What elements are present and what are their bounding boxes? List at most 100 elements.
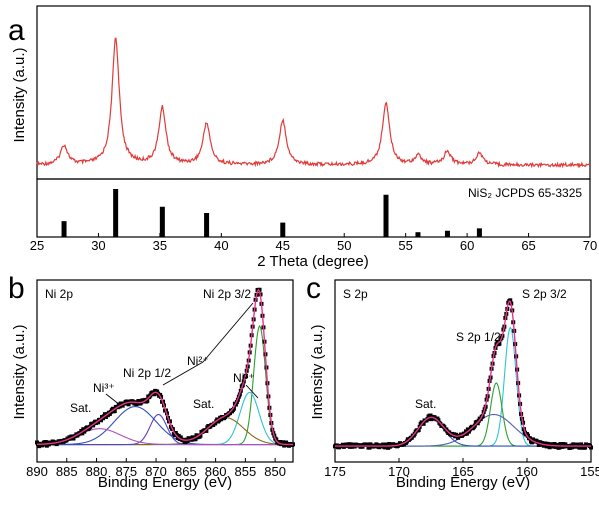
- ni2p-12-label: Ni 2p 1/2: [123, 366, 171, 380]
- reference-bar: [476, 228, 482, 237]
- x-tick-label: 875: [115, 464, 137, 479]
- s2p-title: S 2p: [343, 287, 368, 301]
- s2p-data-points: [333, 298, 593, 450]
- ni2p-y-axis-title: Intensity (a.u.): [11, 324, 28, 419]
- data-point: [79, 428, 84, 433]
- x-tick-label: 55: [398, 238, 412, 253]
- x-tick-label: 855: [235, 464, 257, 479]
- reference-bar: [383, 194, 389, 237]
- s2p-fit-components: [335, 326, 591, 447]
- x-tick-label: 865: [175, 464, 197, 479]
- panel-letter-a: a: [8, 14, 25, 47]
- x-tick-label: 40: [214, 238, 228, 253]
- fit-component-line: [335, 413, 591, 447]
- data-point: [199, 429, 204, 434]
- ni2p-title: Ni 2p: [45, 287, 73, 301]
- ni2p-fit-components: [36, 325, 294, 446]
- data-point: [368, 442, 373, 447]
- data-point: [558, 442, 563, 447]
- data-point: [584, 442, 589, 447]
- x-tick-label: 50: [337, 238, 351, 253]
- arrow-line: [202, 302, 254, 363]
- reference-bar: [204, 213, 210, 237]
- data-point: [477, 416, 482, 421]
- reference-bar: [159, 206, 165, 237]
- data-point: [387, 442, 392, 447]
- data-point: [44, 443, 49, 448]
- reference-bar: [280, 222, 286, 237]
- x-tick-label: 60: [460, 238, 474, 253]
- s2p-panel: 175 170 165 160 155 S 2p S 2p 3/2 S 2p 1/2 S…: [309, 279, 599, 491]
- x-tick-label: 25: [30, 238, 44, 253]
- data-point: [429, 417, 434, 422]
- xrd-x-ticks: 25 30 35 40 45 50 55 60 65 70: [30, 233, 597, 253]
- x-tick-label: 160: [516, 464, 538, 479]
- x-tick-label: 860: [205, 464, 227, 479]
- data-point: [544, 444, 549, 449]
- x-tick-label: 155: [580, 464, 599, 479]
- data-point: [366, 445, 371, 450]
- x-tick-label: 850: [264, 464, 286, 479]
- s2p-envelope-line: [335, 300, 591, 447]
- data-point: [439, 423, 444, 428]
- ni2p-x-axis-title: Binding Energy (eV): [98, 474, 232, 491]
- data-point: [36, 444, 41, 449]
- ni2p-sat-label-2: Sat.: [193, 397, 214, 411]
- data-point: [113, 405, 118, 410]
- x-tick-label: 890: [26, 464, 48, 479]
- s2p-12-label: S 2p 1/2: [456, 330, 501, 344]
- reference-bars: [61, 189, 482, 237]
- data-point: [473, 420, 478, 425]
- reference-label: NiS₂ JCPDS 65-3325: [468, 186, 582, 200]
- arrow-line: [245, 384, 259, 399]
- s2p-32-label: S 2p 3/2: [522, 287, 567, 301]
- ni3-label-1: Ni³⁺: [93, 381, 115, 395]
- data-point: [463, 429, 468, 434]
- data-point: [99, 415, 104, 420]
- x-tick-label: 65: [521, 238, 535, 253]
- data-point: [126, 402, 131, 407]
- data-point: [149, 391, 154, 396]
- ni3-label-2: Ni³⁺: [233, 371, 255, 385]
- ni2p-sat-label-1: Sat.: [70, 401, 91, 415]
- data-point: [405, 437, 410, 442]
- data-point: [89, 422, 94, 427]
- data-point: [418, 421, 423, 426]
- reference-bar: [415, 232, 421, 237]
- x-tick-label: 175: [324, 464, 346, 479]
- s2p-x-axis-title: Binding Energy (eV): [396, 474, 530, 491]
- x-tick-label: 880: [86, 464, 108, 479]
- x-tick-label: 885: [56, 464, 78, 479]
- x-tick-label: 35: [153, 238, 167, 253]
- data-point: [35, 440, 39, 445]
- panel-letter-c: c: [306, 272, 321, 305]
- ni2-label: Ni²⁺: [187, 354, 209, 368]
- ni2p-x-ticks: 890 885 880 875 870 865 860 855 850: [26, 458, 286, 479]
- reference-bar: [61, 221, 67, 237]
- ni2p-32-label: Ni 2p 3/2: [203, 287, 251, 301]
- data-point: [41, 440, 46, 445]
- data-point: [426, 414, 431, 419]
- s2p-sat-label: Sat.: [415, 397, 436, 411]
- s2p-x-ticks: 175 170 165 160 155: [324, 458, 599, 479]
- xrd-pattern-line: [36, 37, 591, 169]
- x-tick-label: 70: [583, 238, 597, 253]
- data-point: [530, 437, 535, 442]
- arrow-line: [105, 393, 121, 406]
- x-tick-label: 165: [452, 464, 474, 479]
- fit-component-line: [335, 326, 591, 447]
- xrd-x-axis-title: 2 Theta (degree): [257, 253, 368, 270]
- data-point: [282, 443, 287, 448]
- ni2p-frame: [36, 279, 294, 463]
- reference-frame: [36, 178, 591, 238]
- data-point: [547, 445, 552, 450]
- data-point: [384, 442, 389, 447]
- ni2p-arrows: [105, 302, 259, 406]
- data-point: [205, 425, 210, 430]
- reference-bar: [444, 230, 450, 237]
- x-tick-label: 870: [145, 464, 167, 479]
- data-point: [146, 394, 151, 399]
- x-tick-label: 45: [276, 238, 290, 253]
- data-point: [116, 402, 121, 407]
